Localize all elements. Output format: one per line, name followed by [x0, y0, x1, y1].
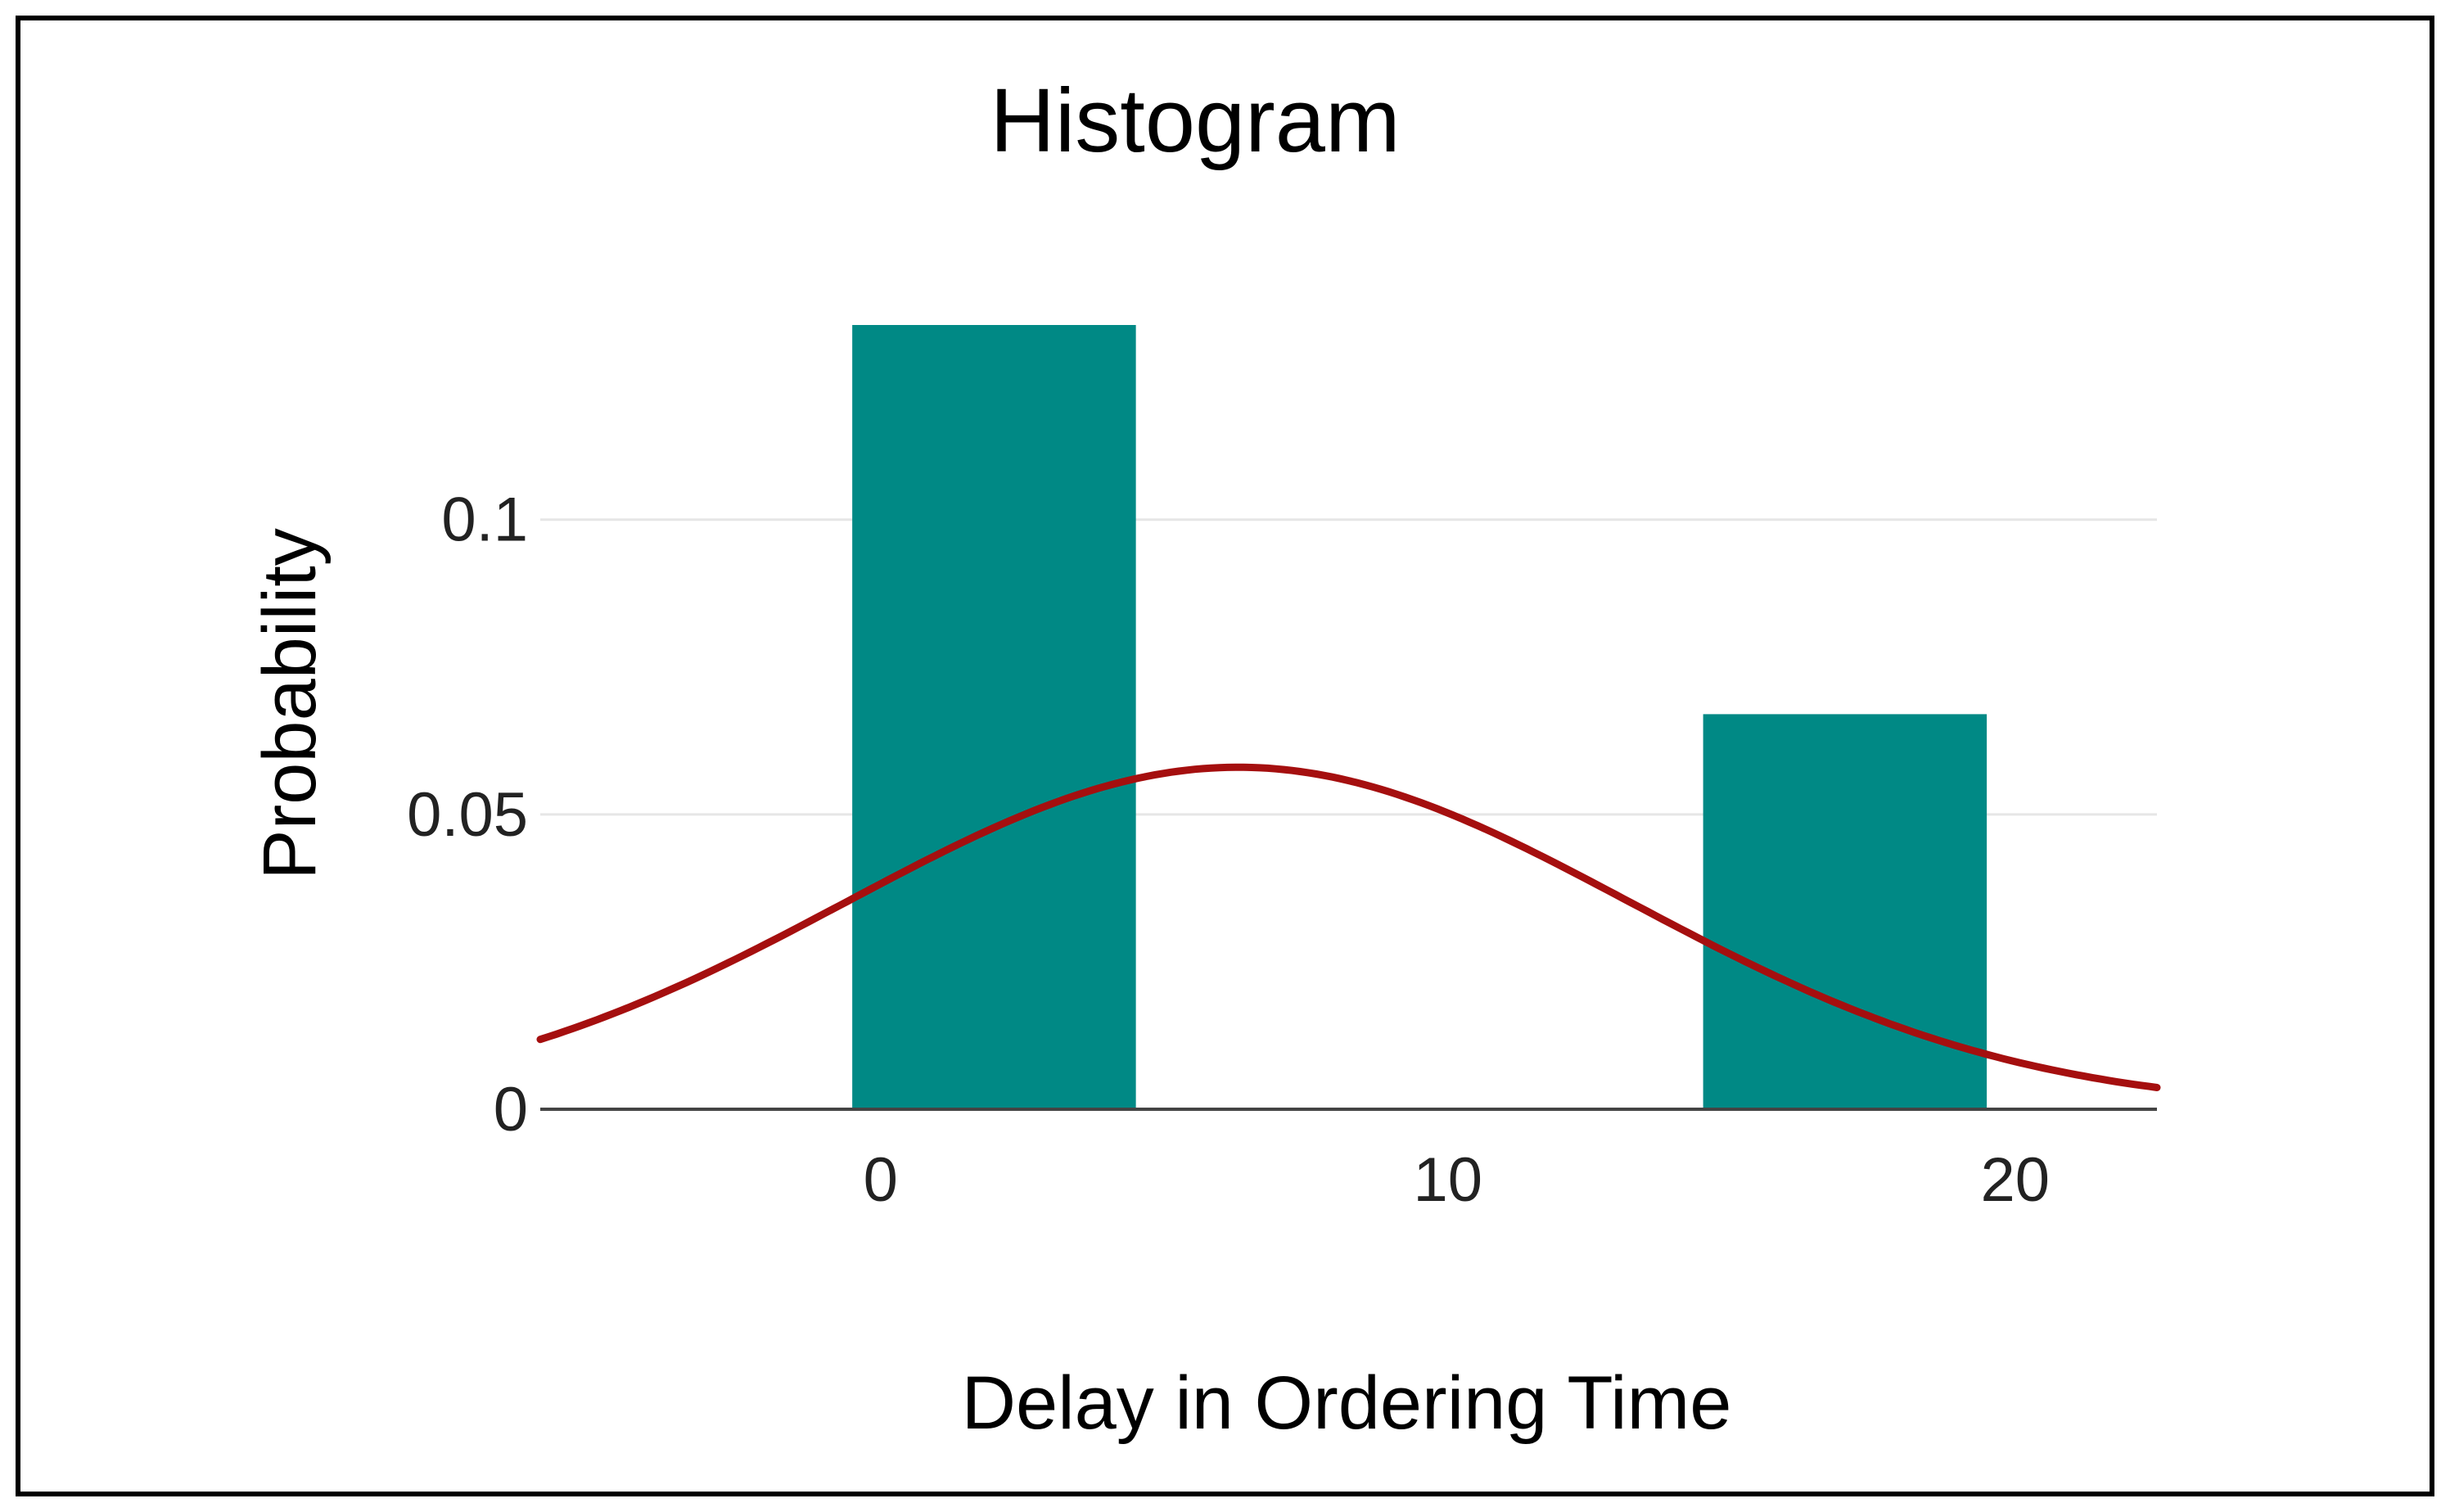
y-axis-title: Probability [248, 528, 332, 880]
x-axis-ticks: 0 10 20 [864, 1145, 2050, 1215]
x-tick-label-2: 20 [1980, 1145, 2050, 1215]
y-axis-ticks: 0 0.05 0.1 [407, 485, 528, 1144]
y-tick-label-2: 0.1 [441, 485, 528, 555]
histogram-bar-0 [852, 325, 1136, 1109]
density-curve [536, 763, 2161, 1091]
x-tick-label-0: 0 [864, 1145, 898, 1215]
chart-title: Histogram [990, 70, 1400, 171]
histogram-bar-1 [1703, 714, 1988, 1109]
x-tick-label-1: 10 [1413, 1145, 1482, 1215]
y-tick-label-0: 0 [494, 1075, 528, 1144]
histogram-bars [852, 325, 1988, 1109]
density-curve-layer [536, 763, 2161, 1091]
chart-frame [16, 16, 2434, 1496]
y-tick-label-1: 0.05 [407, 780, 528, 850]
x-axis-title: Delay in Ordering Time [962, 1361, 1732, 1445]
